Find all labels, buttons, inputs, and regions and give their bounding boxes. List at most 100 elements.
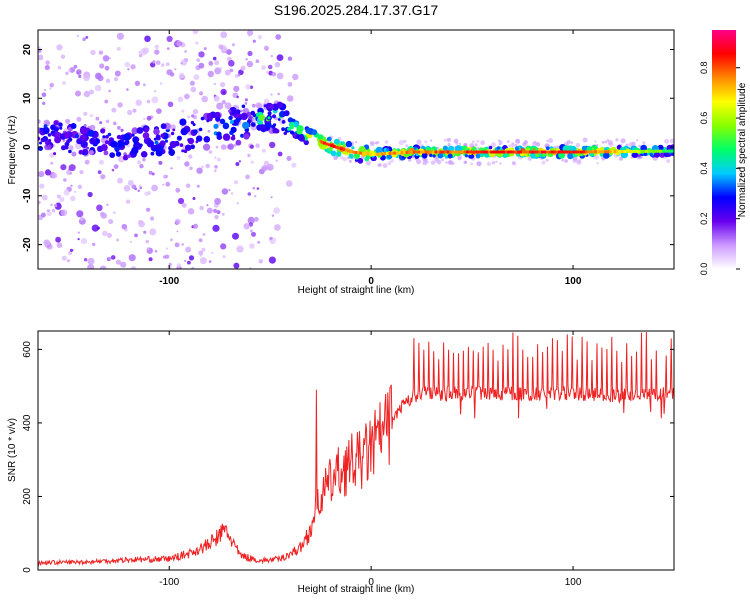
spectrogram-cell <box>228 60 235 67</box>
spectrogram-cell <box>236 245 244 253</box>
spectrogram-cell <box>233 85 240 92</box>
spectrogram-cell <box>198 51 205 58</box>
spectrogram-cell <box>473 150 477 154</box>
spectrogram-cell <box>188 154 193 159</box>
spectrogram-cell <box>56 44 63 51</box>
spectrogram-cell <box>437 150 440 154</box>
spectrogram-cell <box>206 204 209 207</box>
spectrogram-cell <box>64 131 71 138</box>
spectrogram-cell <box>592 150 595 154</box>
spectrogram-cell <box>594 150 598 154</box>
spectrogram-cell <box>529 150 532 154</box>
spectrogram-cell <box>245 58 248 61</box>
spectrogram-cell <box>174 242 180 248</box>
spectrogram-cell <box>657 149 661 153</box>
spectrogram-cell <box>628 150 632 153</box>
spectrogram-cell <box>638 144 641 148</box>
spectrogram-cell <box>154 49 160 55</box>
spectrogram-cell <box>484 152 490 158</box>
spectrogram-cell <box>50 203 53 207</box>
spectrogram-cell <box>60 164 67 171</box>
spectrogram-cell <box>176 263 182 268</box>
spectrogram-cell <box>127 180 134 186</box>
spectrogram-cell <box>643 152 648 157</box>
spectrogram-cell <box>377 163 381 167</box>
spectrogram-cell <box>51 172 58 179</box>
spectrogram-cell <box>510 142 516 148</box>
spectrogram-cell <box>567 150 571 154</box>
spectrogram-cell <box>480 140 485 146</box>
spectrogram-cell <box>115 151 122 157</box>
spectrogram-cell <box>395 151 399 155</box>
spectrogram-cell <box>39 141 42 145</box>
spectrogram-cell <box>97 170 102 175</box>
spectrogram-cell <box>85 36 89 39</box>
spectrogram-cell <box>86 160 90 164</box>
spectrogram-cell <box>207 129 211 133</box>
spectrogram-cell <box>219 118 226 125</box>
spectrogram-cell <box>230 126 237 133</box>
spectrogram-cell <box>272 127 279 134</box>
spectrogram-cell <box>371 153 375 156</box>
spectrogram-cell <box>519 150 523 154</box>
spectrogram-cell <box>83 74 90 82</box>
spectrogram-cell <box>511 161 516 165</box>
spectrogram-cell <box>184 50 187 53</box>
spectrogram-cell <box>53 152 57 156</box>
spectrogram-cell <box>148 257 153 262</box>
spectrogram-cell <box>507 140 510 143</box>
spectrogram-cell <box>257 35 262 40</box>
snr-frame <box>37 330 675 571</box>
spectrogram-cell <box>669 138 674 144</box>
spectrogram-cell <box>476 161 482 167</box>
spectrogram-cell <box>543 150 547 154</box>
spectrogram-cell <box>257 240 261 244</box>
spectrogram-cell <box>366 152 370 156</box>
spectrogram-cell <box>333 138 340 145</box>
spectrogram-xlabel: Height of straight line (km) <box>298 285 415 296</box>
spectrogram-cell <box>416 159 422 165</box>
spectrogram-cell <box>292 73 299 81</box>
spectrogram-cell <box>76 69 82 75</box>
spectrogram-cell <box>48 139 52 143</box>
spectrogram-cell <box>86 146 89 150</box>
spectrogram-cell <box>561 158 564 162</box>
spectrogram-cell <box>603 152 610 159</box>
spectrogram-cell <box>347 149 351 153</box>
spectrogram-cell <box>422 160 428 166</box>
spectrogram-cell <box>277 118 281 121</box>
spectrogram-cell <box>548 138 553 144</box>
spectrogram-cell <box>250 110 256 116</box>
spectrogram-cell <box>416 139 422 145</box>
spectrogram-cell <box>434 150 438 154</box>
spectrogram-cell <box>607 140 613 145</box>
spectrogram-cell <box>405 150 409 154</box>
spectrogram-cell <box>287 127 291 131</box>
spectrogram-cell <box>110 255 116 260</box>
spectrogram-cell <box>440 158 444 162</box>
spectrogram-cell <box>229 120 234 124</box>
spectrogram-cell <box>555 150 559 154</box>
spectrogram-cell <box>199 205 204 211</box>
spectrogram-cell <box>330 144 334 148</box>
spectrogram-cell <box>470 150 474 154</box>
spectrogram-cell <box>233 262 240 269</box>
spectrogram-cell <box>97 75 104 82</box>
spectrogram-cell <box>581 145 587 151</box>
spectrogram-cell <box>106 203 109 206</box>
spectrogram-cell <box>579 158 582 161</box>
spectrogram-cell <box>102 230 108 237</box>
spectrogram-cell <box>134 233 138 238</box>
spectrogram-cell <box>198 250 204 256</box>
spectrogram-cell <box>621 150 625 154</box>
spectrogram-cell <box>342 157 347 162</box>
spectrogram-cell <box>176 230 179 233</box>
spectrogram-cell <box>44 89 46 91</box>
spectrogram-cell <box>283 131 288 136</box>
spectrogram-cell <box>305 127 312 134</box>
spectrogram-cell <box>80 238 88 245</box>
spectrogram-cell <box>87 191 93 198</box>
spectrogram-cell <box>58 122 63 127</box>
spectrogram-cell <box>516 150 520 154</box>
